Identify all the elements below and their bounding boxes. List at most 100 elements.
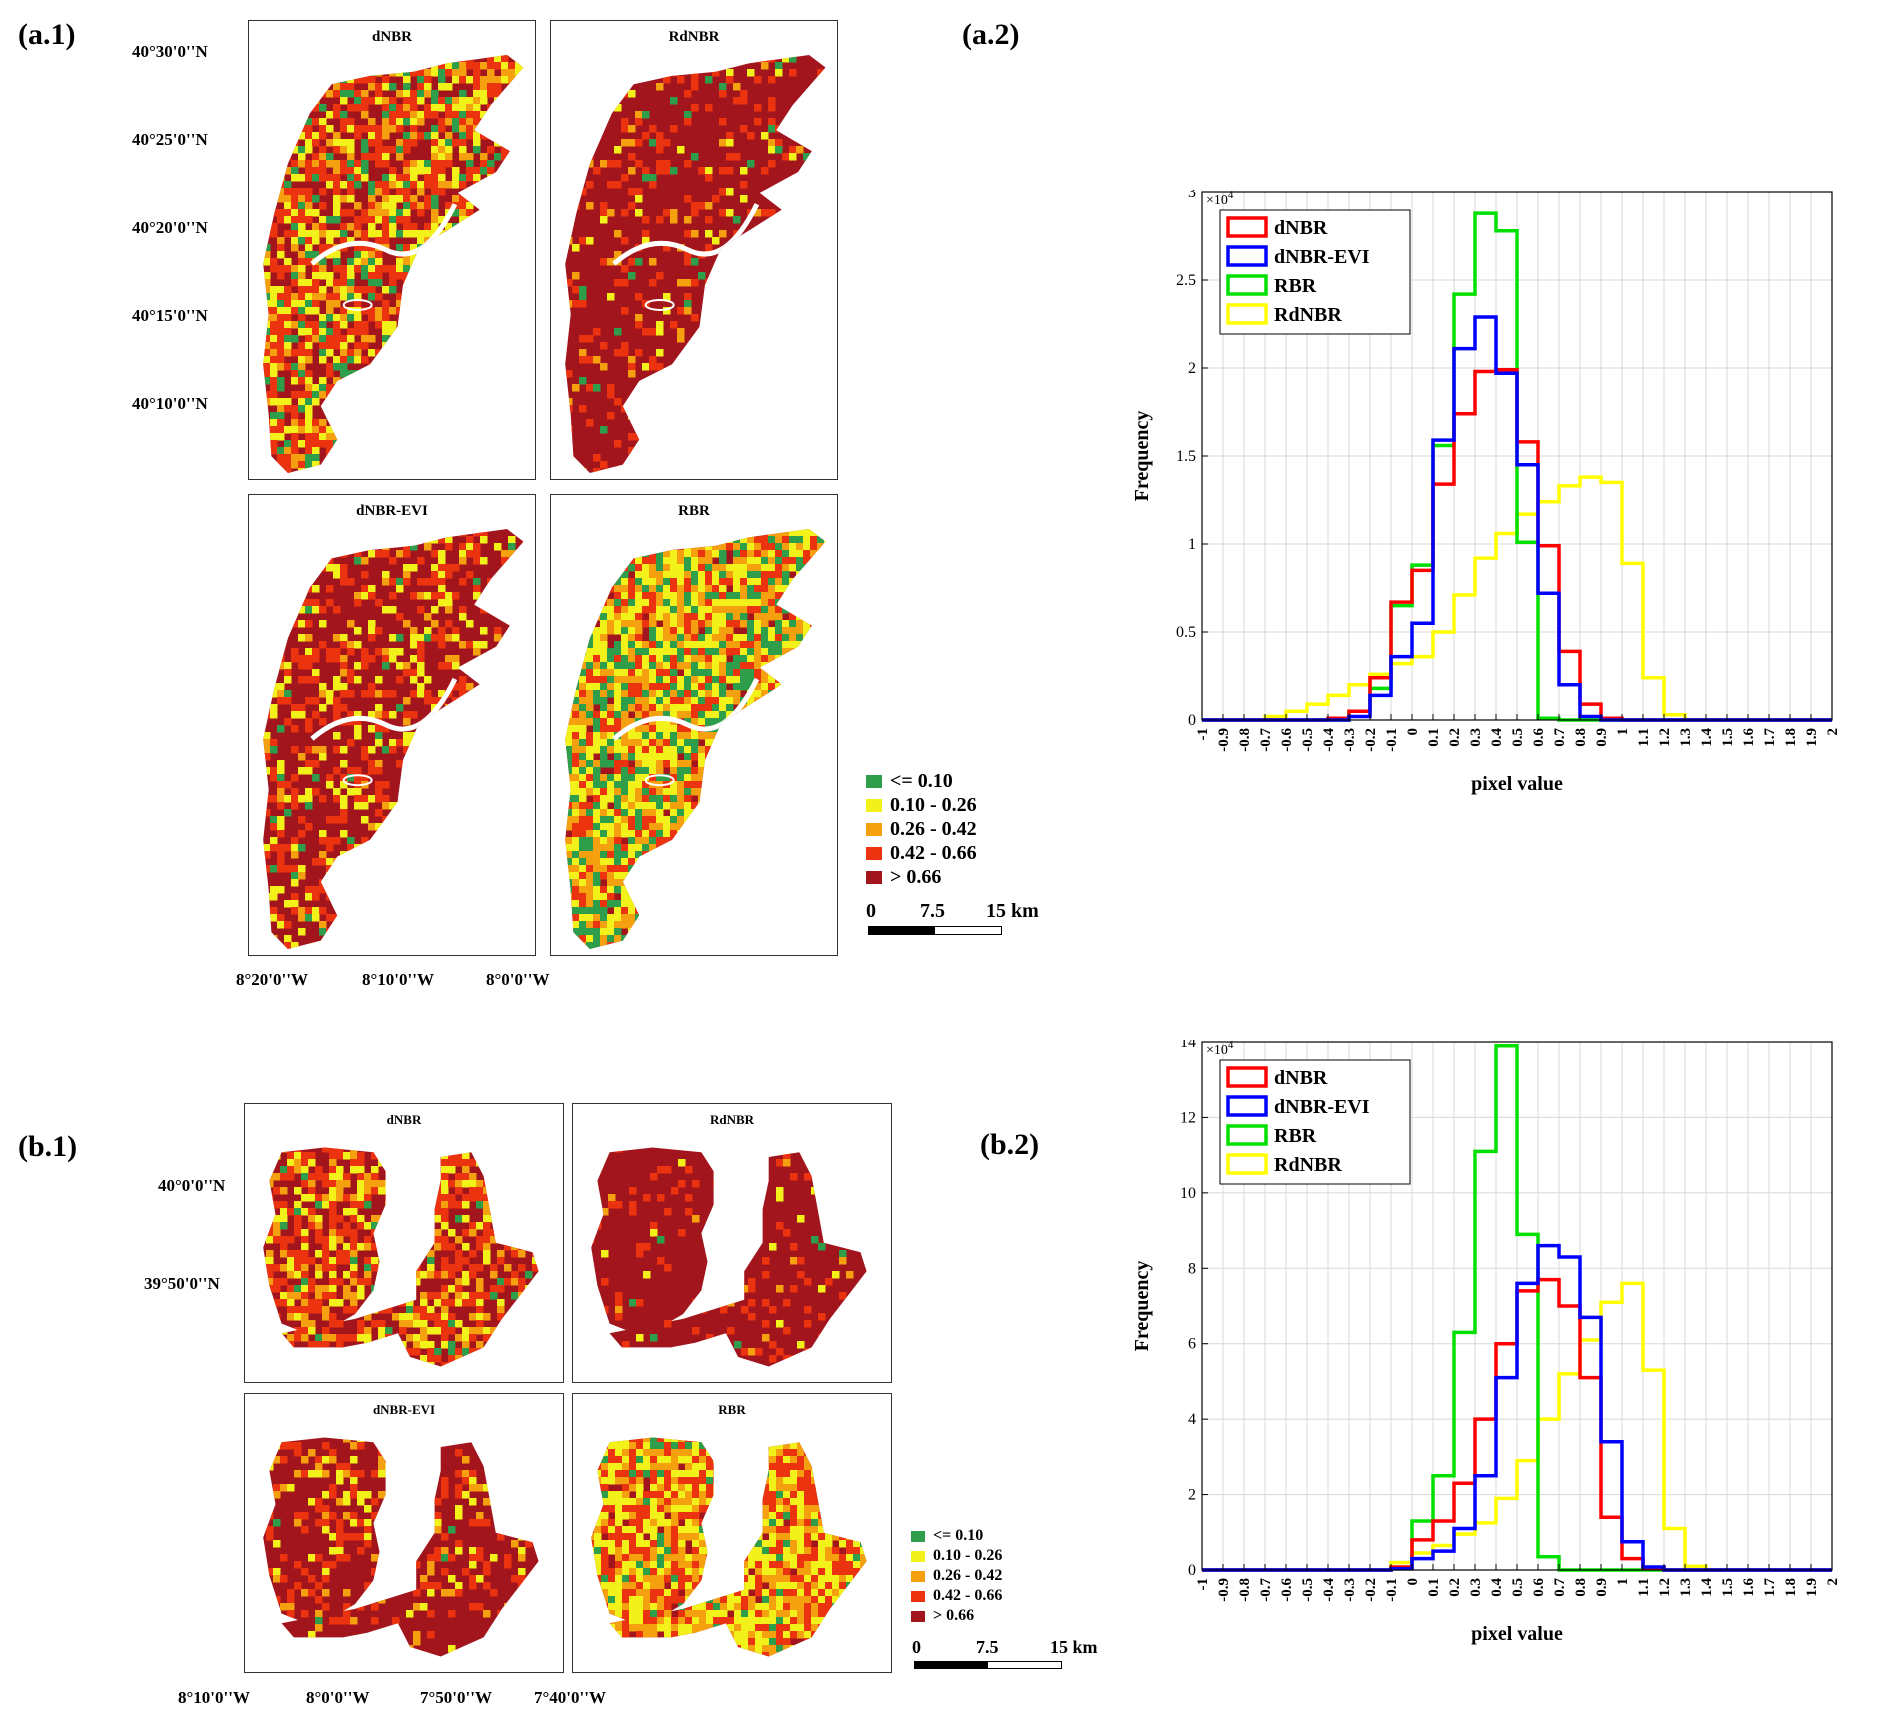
map-b-dnbr-evi: dNBR-EVI [244,1393,564,1673]
lat-label: 40°0'0''N [158,1176,226,1195]
burn-severity-raster [263,55,524,473]
y-tick-label: 8 [1188,1260,1196,1277]
legend-swatch-dnbr [1226,216,1268,238]
legend-box [1219,209,1411,335]
x-tick-label: 1 [1615,728,1631,736]
series-rdnbr [1202,475,1832,722]
x-tick-label: 0.2 [1447,728,1463,747]
scale-label-start: 0 [912,1637,921,1657]
river-gap [612,677,760,741]
burn-area-image [591,1437,867,1657]
burn-severity-raster [263,529,524,949]
histogram-a2: -1 -0.9 -0.8 -0.7 -0.6 -0.5 -0.4 -0.3 -0.2 -0.1 0 0… [1131,190,1841,795]
legend-swatch [866,823,882,836]
legend-swatch-rdnbr [1226,303,1268,325]
scale-bar-fill [869,927,935,934]
y-tick-label: 0.5 [1176,624,1196,641]
burn-area-image [565,529,826,949]
legend-swatch [911,1590,925,1602]
burn-severity-raster [591,1437,867,1657]
lon-label: 8°20'0''W [236,970,308,989]
y-tick-label: 6 [1188,1336,1196,1353]
x-tick-label: 1.6 [1741,1578,1757,1597]
x-tick-label: -0.5 [1300,1578,1316,1602]
x-tick-label: 1.8 [1783,1578,1799,1597]
legend-item: > 0.66 [911,1607,974,1625]
legend-label-dnbr: dNBR [1274,217,1328,239]
x-tick-label: 0.8 [1573,728,1589,747]
legend-label-dnbr: dNBR [1274,1067,1328,1089]
x-tick-label: -1 [1195,1578,1211,1591]
x-tick-label: -0.3 [1342,1578,1358,1602]
map-title: dNBR-EVI [356,503,428,519]
legend-swatch-dnbr-evi [1226,245,1268,267]
burn-severity-raster [591,1147,867,1367]
x-axis-label: pixel value [1471,1623,1563,1645]
map-b-rbr: RBR [572,1393,892,1673]
y-tick-label: 2.5 [1176,272,1196,289]
x-tick-label: 2 [1825,1578,1841,1586]
legend-swatch [866,799,882,812]
y-exponent: ×104 [1206,190,1234,208]
x-tick-label: 0.4 [1489,1578,1505,1597]
panel-label-b2: (b.2) [980,1128,1040,1161]
x-tick-label: -0.7 [1258,1578,1274,1602]
x-tick-label: 0.2 [1447,1578,1463,1597]
scale-label-end: 15 km [986,900,1039,922]
legend-label-rdnbr: RdNBR [1274,1154,1342,1176]
x-tick-label: 1.4 [1699,1578,1715,1597]
x-tick-label: -0.5 [1300,728,1316,752]
lat-label: 40°25'0''N [132,130,208,149]
x-tick-label: -0.8 [1237,728,1253,752]
y-tick-label: 3 [1188,190,1196,201]
lake-outline [644,774,675,787]
legend-label: > 0.66 [933,1607,975,1624]
x-tick-label: 2 [1825,728,1841,736]
legend-swatch [911,1570,925,1582]
panel-label-b1: (b.1) [18,1130,78,1163]
y-tick-label: 2 [1188,360,1196,377]
x-tick-label: -0.2 [1363,728,1379,752]
x-tick-label: -0.6 [1279,1578,1295,1602]
chart-legend: dNBR dNBR-EVI RBR RdNBR [1219,209,1411,335]
legend-swatch-dnbr-evi [1226,1095,1268,1117]
x-tick-label: 1.5 [1720,728,1736,747]
map-b-rdnbr: RdNBR [572,1103,892,1383]
legend-swatch-rbr [1226,1124,1268,1146]
x-tick-label: 0 [1405,728,1421,736]
x-tick-label: -0.9 [1216,728,1232,752]
map-title: RdNBR [668,29,720,45]
lat-label: 40°15'0''N [132,306,208,325]
lat-label: 39°50'0''N [144,1274,220,1293]
legend-label: 0.42 - 0.66 [890,842,977,864]
x-tick-label: -1 [1195,728,1211,741]
x-tick-label: -0.1 [1384,1578,1400,1602]
x-tick-label: 1.9 [1804,1578,1820,1597]
y-axis-label: Frequency [1131,411,1153,502]
x-tick-label: 0.1 [1426,1578,1442,1597]
x-tick-label: 1.4 [1699,728,1715,747]
y-tick-label: 2 [1188,1487,1196,1504]
legend-item: 0.26 - 0.42 [866,818,977,841]
x-tick-label: 0.6 [1531,1578,1547,1597]
scale-bar [914,1661,1062,1669]
legend-item: 0.10 - 0.26 [911,1547,1002,1565]
burn-severity-raster [565,55,826,473]
burn-area-image [263,1437,539,1657]
y-tick-label: 10 [1180,1185,1196,1202]
legend-label-dnbr-evi: dNBR-EVI [1274,246,1370,268]
legend-swatch [911,1550,925,1562]
x-tick-label: 0.7 [1552,728,1568,747]
lon-label: 8°0'0''W [306,1688,370,1707]
map-a-rbr: RBR [550,494,838,956]
scale-bar [868,926,1002,935]
legend-label: 0.10 - 0.26 [933,1547,1003,1564]
lon-label: 8°10'0''W [362,970,434,989]
lon-label: 8°10'0''W [178,1688,250,1707]
legend-item: <= 0.10 [866,770,953,793]
river-gap [310,677,458,741]
x-tick-label: 1.9 [1804,728,1820,747]
map-title: RBR [678,503,710,519]
x-tick-label: 0.5 [1510,728,1526,747]
burn-severity-raster [565,529,826,949]
